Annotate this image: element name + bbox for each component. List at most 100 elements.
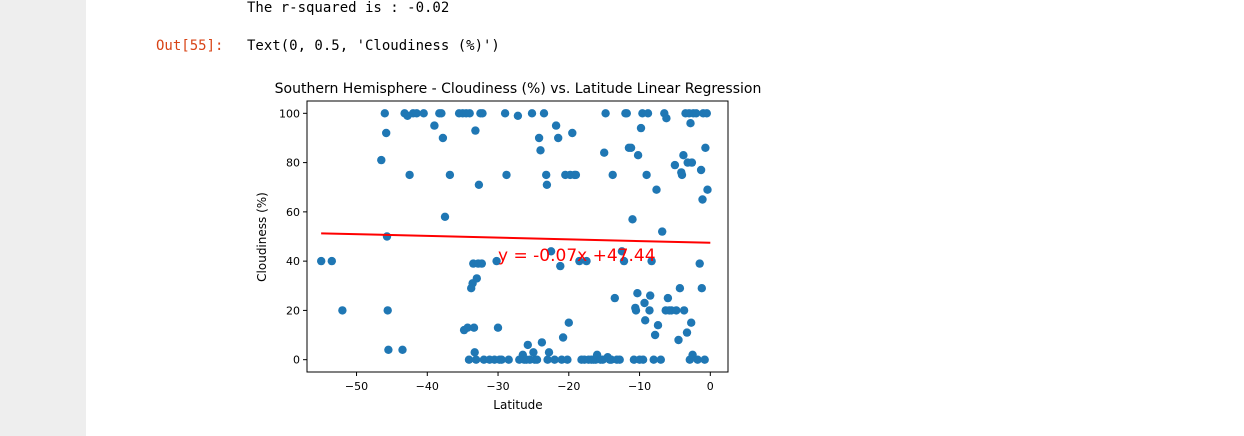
scatter-point	[474, 180, 484, 189]
scatter-point	[502, 170, 511, 180]
scatter-point	[542, 180, 552, 189]
scatter-point	[338, 306, 347, 315]
y-tick-label: 20	[286, 304, 300, 317]
scatter-point	[419, 109, 428, 118]
scatter-point	[700, 355, 709, 364]
x-tick-label: −20	[557, 380, 580, 393]
y-tick-label: 0	[293, 354, 300, 367]
scatter-point	[638, 355, 648, 364]
scatter-point	[412, 109, 421, 118]
scatter-point	[551, 121, 561, 130]
scatter-point	[672, 306, 681, 315]
scatter-point	[539, 109, 549, 118]
scatter-point	[622, 109, 631, 118]
scatter-point	[537, 338, 547, 347]
x-tick-label: −50	[345, 380, 368, 393]
scatter-point	[702, 109, 711, 118]
scatter-point	[568, 128, 577, 138]
scatter-point	[617, 247, 627, 256]
scatter-point	[628, 215, 637, 224]
scatter-point	[471, 126, 480, 135]
x-tick-label: 0	[707, 380, 714, 393]
regression-equation: y = -0.07x +47.44	[498, 246, 655, 266]
scatter-point	[643, 109, 653, 118]
scatter-point	[405, 170, 414, 180]
scatter-point	[513, 111, 523, 120]
scatter-point	[649, 355, 658, 364]
y-tick-label: 40	[286, 255, 300, 268]
scatter-point	[554, 133, 563, 143]
scatter-point	[675, 284, 685, 293]
scatter-point	[532, 355, 542, 364]
scatter-point	[529, 348, 538, 357]
output-prompt: Out[55]:	[156, 38, 224, 54]
x-tick-label: −10	[628, 380, 651, 393]
scatter-point	[478, 109, 487, 118]
scatter-point	[662, 114, 671, 123]
scatter-point	[382, 128, 391, 138]
y-tick-label: 80	[286, 157, 300, 170]
scatter-point	[692, 109, 701, 118]
x-axis-label: Latitude	[493, 398, 542, 412]
scatter-point	[600, 148, 609, 157]
y-tick-label: 60	[286, 206, 300, 219]
scatter-point	[546, 247, 556, 256]
x-tick-label: −40	[416, 380, 439, 393]
scatter-point	[679, 151, 688, 160]
scatter-point	[463, 323, 472, 332]
scatter-point	[687, 318, 696, 327]
scatter-point	[470, 348, 479, 357]
scatter-point	[695, 259, 704, 268]
scatter-point	[542, 170, 551, 180]
scatter-chart: Southern Hemisphere - Cloudiness (%) vs.…	[255, 81, 761, 412]
scatter-point	[610, 293, 619, 303]
scatter-point	[536, 146, 545, 155]
scatter-point	[682, 328, 692, 337]
scatter-point	[647, 256, 656, 266]
output-text: Text(0, 0.5, 'Cloudiness (%)')	[247, 38, 500, 54]
scatter-point	[703, 185, 712, 194]
scatter-point	[492, 256, 501, 266]
scatter-point	[701, 143, 710, 152]
x-tick-label: −30	[486, 380, 509, 393]
scatter-point	[377, 155, 386, 165]
scatter-point	[626, 143, 636, 152]
scatter-point	[670, 160, 680, 170]
scatter-point	[382, 232, 392, 241]
y-axis-label: Cloudiness (%)	[255, 192, 269, 282]
scatter-point	[564, 318, 573, 327]
scatter-point	[558, 333, 568, 342]
scatter-point	[679, 306, 689, 315]
scatter-point	[697, 284, 706, 293]
scatter-point	[438, 133, 448, 143]
scatter-point	[471, 355, 481, 364]
scatter-point	[636, 123, 646, 133]
scatter-point	[398, 345, 407, 354]
scatter-point	[445, 170, 455, 180]
plot-area	[317, 109, 712, 364]
scatter-point	[642, 170, 651, 180]
scatter-point	[650, 330, 660, 340]
scatter-point	[430, 121, 439, 130]
scatter-point	[550, 355, 559, 364]
scatter-point	[500, 109, 510, 118]
scatter-point	[656, 355, 665, 364]
scatter-point	[641, 316, 650, 325]
scatter-point	[698, 195, 707, 204]
scatter-point	[534, 133, 544, 143]
scatter-point	[631, 306, 641, 315]
scatter-point	[477, 259, 486, 268]
scatter-point	[493, 323, 503, 332]
scatter-point	[327, 256, 336, 266]
scatter-point	[543, 355, 552, 364]
y-tick-label: 100	[279, 107, 300, 120]
scatter-point	[465, 109, 474, 118]
scatter-point	[380, 109, 389, 118]
scatter-point	[556, 261, 565, 271]
scatter-point	[437, 109, 446, 118]
notebook-left-gutter	[0, 0, 86, 436]
scatter-point	[504, 355, 513, 364]
scatter-point	[472, 274, 481, 283]
scatter-point	[469, 323, 479, 332]
scatter-point	[687, 158, 697, 167]
